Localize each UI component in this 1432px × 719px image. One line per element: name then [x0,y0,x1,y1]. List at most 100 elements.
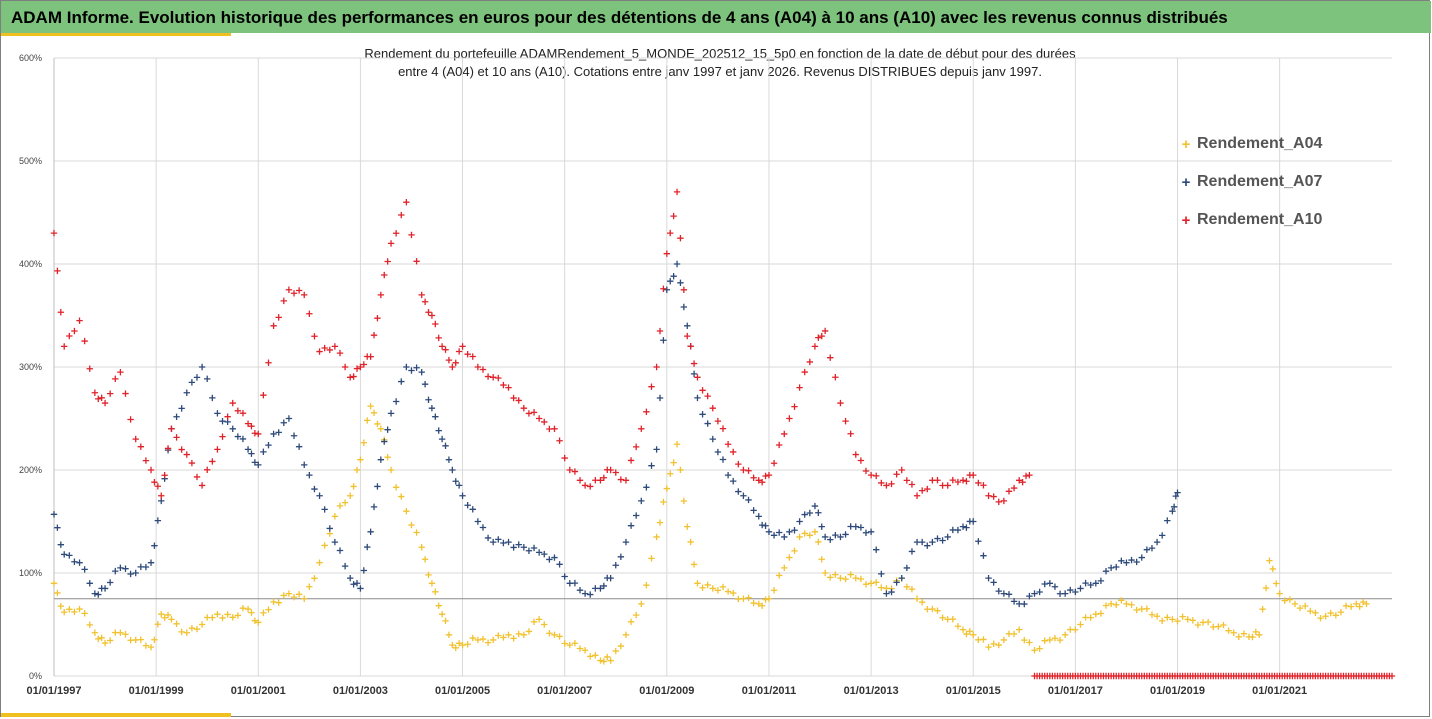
rendement-a04-point [556,633,563,640]
rendement-a10-point [151,478,158,486]
rendement-a10-point [435,334,442,342]
rendement-a10-zero-point [1388,672,1396,680]
rendement-a04-point [1252,628,1260,636]
rendement-a10-point [762,472,769,480]
rendement-a10-point [867,471,875,479]
rendement-a10-point [612,469,619,476]
rendement-a07-point [357,585,364,592]
rendement-a07-point [1026,592,1033,600]
rendement-a04-point [357,456,364,463]
rendement-a04-point [660,498,667,506]
rendement-a04-point [392,484,400,491]
rendement-a10-point [985,492,992,499]
rendement-a10-point [445,356,453,364]
rendement-a04-point [1056,636,1064,644]
rendement-a07-point [384,426,391,433]
rendement-a10-point [704,392,711,400]
rendement-a04-point [1353,600,1360,608]
rendement-a04-point [1273,580,1280,587]
rendement-a04-point [667,470,674,477]
rendement-a04-point [1266,557,1273,564]
rendement-a04-point [360,439,368,446]
rendement-a07-point [1153,538,1161,546]
rendement-a07-point [364,543,371,551]
chart-subtitle-line-2: entre 4 (A04) et 10 ans (A10). Cotations… [398,64,1042,79]
accent-bar-bottom [1,713,231,717]
rendement-a07-point [432,413,439,420]
rendement-a10-point [147,466,155,474]
rendement-a04-point [680,497,688,505]
rendement-a07-point [326,525,333,532]
rendement-a07-point [656,394,664,402]
rendement-a04-point [438,611,446,618]
rendement-a07-point [680,303,688,311]
rendement-a07-point [796,518,803,525]
rendement-a10-point [132,435,139,443]
accent-bar-top [1,33,231,36]
rendement-a07-point [1072,588,1079,596]
rendement-a07-point [147,559,155,566]
rendement-a07-point [122,565,129,572]
rendement-a04-point [452,644,459,651]
rendement-a07-point [1005,591,1013,598]
rendement-a04-point [370,409,378,416]
rendement-a07-point [673,260,681,268]
rendement-a07-point [740,492,747,499]
rendement-a04-point [1179,613,1186,620]
rendement-a10-point [449,363,456,371]
rendement-a10-point [576,477,584,484]
rendement-a04-point [1061,631,1069,638]
rendement-a07-point [791,527,798,534]
rendement-a04-point [1148,611,1156,618]
rendement-a10-point [251,430,259,437]
rendement-a07-point [275,429,282,436]
rendement-a07-point [541,550,548,558]
rendement-a07-point [270,430,277,438]
rendement-a04-point [234,612,242,619]
rendement-a04-point [1031,647,1038,654]
rendement-a10-point [667,229,674,237]
rendement-a04-point [295,591,303,598]
rendement-a04-point [765,595,773,602]
rendement-a04-point [101,639,109,647]
rendement-a04-point [158,611,165,618]
rendement-a04-point [193,625,201,633]
rendement-a10-point [990,493,997,500]
rendement-a07-point [455,482,463,489]
rendement-a07-point [336,547,344,554]
rendement-a04-point [918,598,926,606]
rendement-a07-point [374,483,381,490]
rendement-a07-point [638,497,645,505]
rendement-a10-point [908,481,916,488]
rendement-a04-point [1220,621,1227,629]
rendement-a07-point [425,396,432,403]
rendement-a04-point [551,631,558,638]
rendement-a04-point [346,492,354,499]
rendement-a04-point [229,614,236,621]
rendement-a10-point [719,425,727,432]
rendement-a10-point [857,457,865,464]
rendement-a07-point [1169,508,1176,515]
rendement-a10-point [425,309,432,316]
rendement-a04-point [1322,613,1329,620]
rendement-a10-point [265,359,272,366]
rendement-a04-point [929,605,936,613]
rendement-a04-point [745,594,752,601]
rendement-a04-point [161,614,168,621]
rendement-a04-point [117,629,124,636]
rendement-a04-point [270,598,277,606]
rendement-a10-point [384,258,391,265]
rendement-a07-point [1000,590,1008,597]
rendement-a04-point [970,631,977,638]
rendement-a10-point [561,454,568,462]
rendement-a10-point [224,413,231,420]
rendement-a04-point [188,624,196,632]
rendement-a07-point [576,586,584,594]
rendement-a10-point [474,363,482,371]
rendement-a07-point [381,438,388,445]
rendement-a10-point [295,287,303,294]
rendement-a04-point [408,521,415,529]
rendement-a04-point [224,611,231,618]
rendement-a10-point [301,291,308,299]
rendement-a10-point [306,310,313,317]
